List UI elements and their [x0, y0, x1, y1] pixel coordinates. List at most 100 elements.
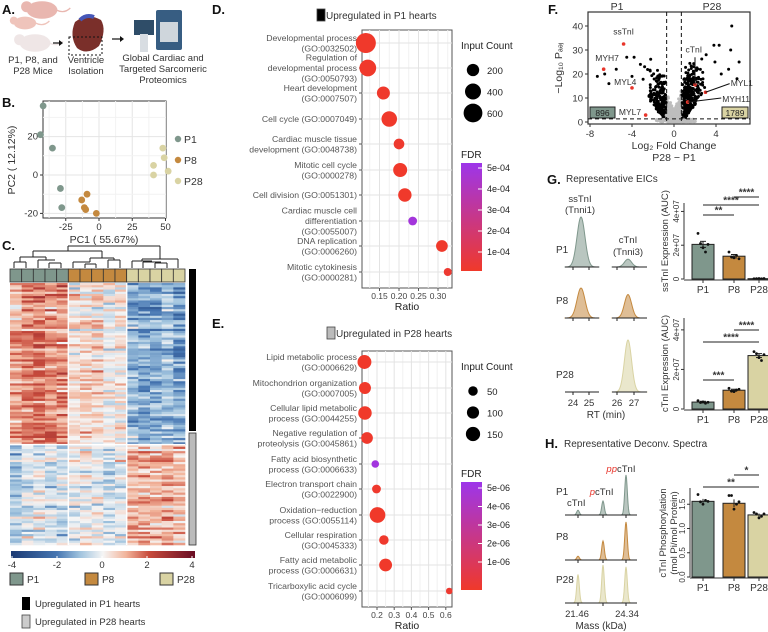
heatmap-cell	[91, 490, 104, 493]
heatmap-cell	[45, 440, 57, 443]
heatmap-cell	[173, 468, 186, 472]
replicate-point	[727, 386, 731, 390]
heatmap-cell	[138, 435, 151, 439]
heatmap-cell	[173, 389, 186, 393]
heatmap-cell	[45, 427, 57, 430]
heatmap-cell	[91, 459, 104, 463]
heatmap-cell	[103, 435, 116, 439]
heatmap-cell	[150, 300, 162, 303]
bar-p1	[691, 500, 715, 578]
heatmap-cell	[161, 470, 174, 474]
heatmap-cell	[150, 361, 162, 365]
heatmap-cell	[45, 520, 57, 524]
heatmap-cell	[115, 483, 127, 487]
heatmap-cell	[33, 409, 46, 413]
data-point-p8	[83, 190, 91, 198]
heatmap-cell	[80, 483, 92, 487]
heatmap-cell	[80, 350, 92, 354]
heatmap-cell	[91, 315, 104, 319]
heatmap-cell	[33, 287, 46, 290]
heatmap-cell	[161, 483, 174, 487]
heatmap-cell	[115, 457, 127, 461]
heatmap-cell	[80, 442, 92, 445]
heatmap-cell	[68, 510, 81, 513]
heatmap-cell	[10, 357, 22, 360]
heatmap-cell	[68, 416, 81, 419]
heatmap-cell	[91, 527, 104, 531]
heatmap-cell	[115, 490, 127, 493]
heatmap-cell	[150, 400, 162, 404]
panel-h-spectra-and-bar: Representative Deconv. SpectraP1P8P28cTn…	[556, 439, 768, 632]
heatmap-cell	[45, 501, 57, 504]
heatmap-cell	[80, 516, 92, 520]
heatmap-cell	[126, 448, 139, 452]
heatmap-cell	[173, 538, 186, 541]
heatmap-cell	[80, 387, 92, 391]
heatmap-cell	[91, 501, 104, 504]
up-regulated-count: 1789	[726, 108, 745, 118]
heatmap-cell	[173, 291, 186, 295]
significant-protein-point	[689, 64, 693, 68]
heatmap-cell	[150, 431, 162, 434]
heatmap-cell	[80, 337, 92, 341]
heatmap-cell	[80, 510, 92, 513]
heatmap-cell	[33, 320, 46, 323]
replicate-point	[760, 359, 763, 362]
heatmap-cell	[138, 494, 151, 498]
heatmap-cell	[45, 313, 57, 317]
heatmap-cell	[68, 475, 81, 478]
heatmap-cell	[80, 472, 92, 476]
heatmap-cell	[10, 363, 22, 367]
heatmap-cell	[10, 520, 22, 524]
heatmap-cell	[80, 529, 92, 533]
heatmap-cell	[33, 311, 46, 314]
significant-protein-point	[682, 91, 686, 95]
heatmap-cell	[126, 339, 139, 343]
heatmap-cell	[161, 494, 174, 498]
heatmap-cell	[115, 361, 127, 365]
heatmap-cell	[150, 326, 162, 330]
row-label: P1	[556, 245, 569, 256]
up-count-box	[721, 106, 749, 119]
heatmap-cell	[91, 355, 104, 358]
heatmap-cell	[161, 324, 174, 327]
mouse-icon	[26, 1, 58, 19]
y-axis-label: cTnI Phosphorylation	[658, 488, 669, 577]
fdr-tick-label: 1e-04	[487, 247, 510, 257]
heatmap-cell	[173, 534, 186, 537]
heatmap-cell	[10, 448, 22, 452]
heatmap-cell	[33, 313, 46, 317]
heatmap-cell	[68, 438, 81, 441]
replicate-point	[701, 400, 705, 404]
significant-protein-point	[681, 106, 685, 110]
heatmap-cell	[33, 514, 46, 517]
heatmap-cell	[10, 315, 22, 319]
heatmap-cell	[80, 392, 92, 395]
heatmap-cell	[33, 470, 46, 474]
significant-protein-point	[688, 61, 692, 65]
heatmap-cell	[150, 383, 162, 386]
heatmap-cell	[45, 448, 57, 452]
heatmap-cell	[56, 534, 69, 537]
proteomics-label: Global Cardiac and	[122, 53, 203, 64]
legend-swatch-up-p28	[21, 614, 31, 629]
x-tick-label: P8	[728, 583, 741, 594]
heatmap-cell	[126, 350, 139, 354]
heatmap-cell	[33, 542, 46, 546]
term-label: Cellular respiration	[285, 530, 358, 540]
arrow-icon	[59, 40, 63, 46]
heatmap-cell	[173, 475, 186, 478]
heatmap-cell	[103, 481, 116, 485]
heatmap-cell	[33, 359, 46, 362]
heatmap-cell	[56, 307, 69, 310]
heatmap-cell	[10, 433, 22, 437]
heatmap-cell	[68, 383, 81, 386]
heatmap-cell	[21, 363, 34, 367]
heatmap-cell	[115, 398, 127, 402]
heatmap-cell	[150, 481, 162, 485]
heatmap-cell	[68, 501, 81, 504]
heatmap-cell	[10, 370, 22, 373]
spectra-title: Representative Deconv. Spectra	[564, 439, 708, 450]
heatmap-cell	[103, 370, 116, 373]
